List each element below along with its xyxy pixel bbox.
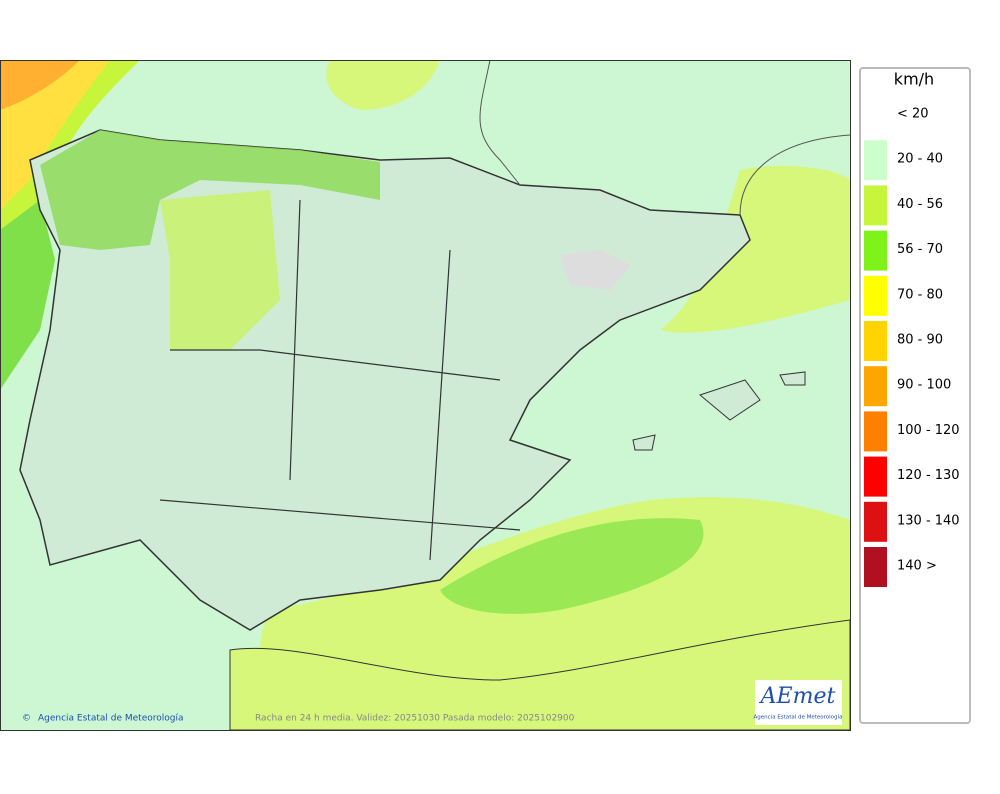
map: © Agencia Estatal de Meteorología Racha … (0, 60, 850, 730)
map-frame (0, 60, 851, 731)
legend-label: 20 - 40 (897, 152, 943, 167)
logo-subtitle: Agencia Estatal de Meteorología (754, 714, 843, 721)
logo: AEmet (759, 684, 836, 709)
legend-label: 120 - 130 (897, 468, 960, 483)
legend-swatch (864, 230, 887, 271)
wind-zone (440, 518, 704, 614)
legend-swatch (864, 501, 887, 542)
legend-swatch (864, 275, 887, 316)
legend-title: km/h (894, 70, 934, 89)
logo-box (755, 680, 842, 725)
legend-label: 140 > (897, 559, 937, 574)
caption: Racha en 24 h media. Validez: 20251030 P… (255, 714, 575, 724)
legend-swatch (864, 411, 887, 452)
legend-label: 70 - 80 (897, 287, 943, 302)
legend-swatch (864, 140, 887, 181)
region-border (159, 199, 521, 561)
north-africa (229, 619, 850, 730)
wind-zone (40, 130, 380, 250)
wind-zone (0, 60, 110, 210)
legend-swatch (864, 547, 887, 587)
copyright-mark: © (22, 714, 31, 724)
legend-swatch (864, 366, 887, 407)
coastline (479, 60, 850, 216)
legend-label: 80 - 90 (897, 333, 943, 348)
credit: Agencia Estatal de Meteorología (38, 714, 184, 724)
legend-label: 130 - 140 (897, 513, 960, 528)
legend-label: 90 - 100 (897, 378, 951, 393)
wind-zone (0, 200, 55, 390)
legend-label: 56 - 70 (897, 242, 943, 257)
wind-zone (0, 60, 80, 110)
legend-label: < 20 (897, 107, 929, 122)
wind-zone (160, 190, 280, 350)
legend-label: 100 - 120 (897, 423, 960, 438)
legend-box (859, 67, 971, 724)
legend-label: 40 - 56 (897, 197, 943, 212)
balearic-islands (632, 371, 806, 451)
wind-zone (660, 165, 850, 333)
legend-swatch (864, 185, 887, 226)
legend-swatch (864, 321, 887, 361)
calm-zone (560, 250, 630, 290)
wind-zone (326, 60, 440, 110)
legend-swatch (864, 456, 887, 497)
